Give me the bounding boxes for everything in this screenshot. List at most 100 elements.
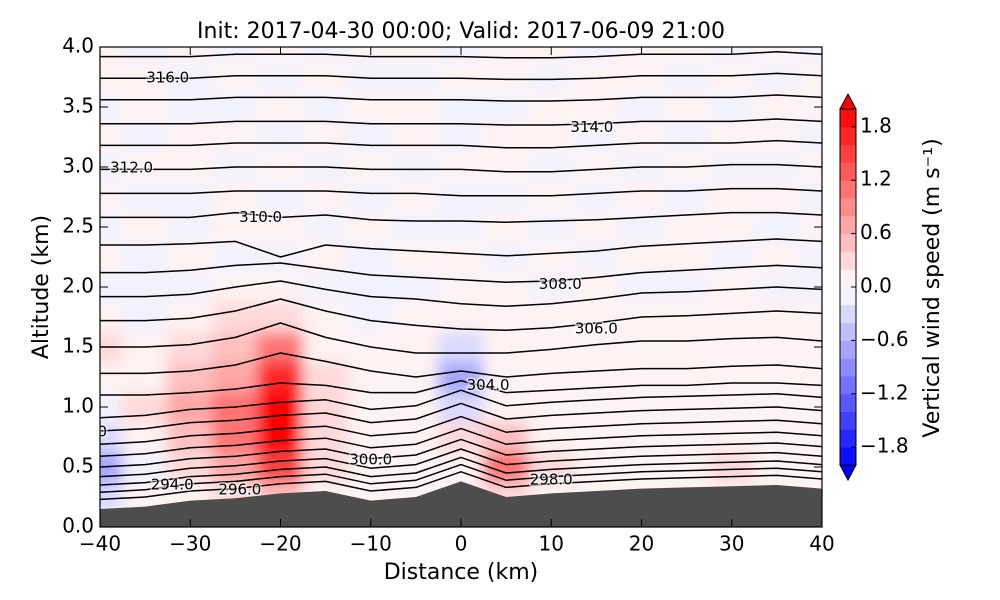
w-cell bbox=[122, 271, 169, 303]
w-cell bbox=[573, 301, 620, 333]
w-cell bbox=[122, 47, 169, 63]
w-cell bbox=[347, 211, 394, 243]
w-cell bbox=[437, 181, 485, 213]
w-cell bbox=[392, 301, 439, 333]
contour-line bbox=[100, 389, 822, 419]
w-cell bbox=[392, 91, 439, 123]
w-cell bbox=[708, 331, 755, 363]
w-cell bbox=[663, 331, 710, 363]
w-cell bbox=[753, 91, 800, 123]
w-cell bbox=[618, 391, 665, 423]
w-cell bbox=[753, 151, 800, 183]
w-cell bbox=[122, 121, 169, 153]
contour-line bbox=[100, 463, 822, 493]
w-cell bbox=[302, 181, 349, 213]
y-axis-label: Altitude (km) bbox=[29, 215, 54, 359]
w-cell bbox=[483, 91, 530, 123]
colorbar-band bbox=[840, 358, 856, 377]
x-tick-label: −30 bbox=[169, 532, 211, 556]
w-cell bbox=[257, 181, 304, 213]
colorbar-tick-label: −1.2 bbox=[860, 380, 909, 404]
contour-line bbox=[100, 402, 822, 432]
w-cell bbox=[302, 121, 349, 153]
w-cell bbox=[528, 361, 575, 393]
w-cell bbox=[618, 181, 665, 213]
w-cell bbox=[100, 47, 124, 63]
w-cell bbox=[347, 361, 394, 393]
w-cell bbox=[708, 211, 755, 243]
w-cell bbox=[753, 331, 800, 363]
w-cell bbox=[122, 91, 169, 123]
colorbar-tick-label: 0.0 bbox=[860, 274, 892, 298]
w-cell bbox=[122, 301, 169, 333]
contour-label: 296.0 bbox=[218, 480, 261, 498]
contour-line bbox=[100, 187, 822, 197]
contour-line bbox=[100, 427, 822, 457]
w-cell bbox=[167, 151, 214, 183]
w-cell bbox=[573, 47, 620, 63]
w-cell bbox=[753, 121, 800, 153]
w-cell bbox=[100, 241, 124, 273]
colorbar-tick-label: 0.6 bbox=[860, 220, 892, 244]
w-cell bbox=[798, 241, 822, 273]
w-cell bbox=[528, 61, 575, 93]
w-cell bbox=[573, 211, 620, 243]
contour-line bbox=[100, 322, 822, 354]
contours bbox=[100, 51, 822, 501]
colorbar-tick-label: −0.6 bbox=[860, 327, 909, 351]
x-tick-label: −40 bbox=[79, 532, 121, 556]
colorbar-band bbox=[840, 322, 856, 341]
w-cell bbox=[100, 481, 124, 513]
x-tick-label: 30 bbox=[719, 532, 744, 556]
w-cell bbox=[122, 151, 169, 183]
contour-line bbox=[100, 298, 822, 331]
w-cell bbox=[257, 361, 304, 393]
contour-line bbox=[100, 72, 822, 81]
w-cell bbox=[100, 301, 124, 333]
w-cell bbox=[122, 211, 169, 243]
w-cell bbox=[212, 331, 259, 363]
y-tick-label: 2.0 bbox=[62, 274, 94, 298]
w-cell bbox=[392, 47, 439, 63]
y-tick-label: 3.5 bbox=[62, 94, 94, 118]
contour-label: 314.0 bbox=[570, 118, 613, 136]
colorbar-band bbox=[840, 447, 856, 466]
w-cell bbox=[437, 121, 485, 153]
w-cell bbox=[663, 121, 710, 153]
colorbar-tick-label: 1.2 bbox=[860, 167, 892, 191]
w-cell bbox=[122, 61, 169, 93]
colorbar-band bbox=[840, 144, 856, 163]
contour-line bbox=[100, 51, 822, 59]
w-cell bbox=[122, 361, 169, 393]
w-cell bbox=[167, 241, 214, 273]
colorbar-tick-label: 1.8 bbox=[860, 113, 892, 137]
shading-clip bbox=[100, 47, 822, 513]
w-cell bbox=[753, 451, 800, 483]
w-cell bbox=[528, 181, 575, 213]
contour-line bbox=[100, 415, 822, 445]
w-cell bbox=[100, 151, 124, 183]
w-cell bbox=[437, 421, 485, 453]
colorbar-band bbox=[840, 411, 856, 430]
w-cell bbox=[437, 91, 485, 123]
contour-line bbox=[100, 163, 822, 173]
y-tick-label: 1.5 bbox=[62, 334, 94, 358]
w-cell bbox=[708, 151, 755, 183]
w-cell bbox=[798, 61, 822, 93]
contour-line bbox=[100, 352, 822, 378]
contour-line bbox=[100, 118, 822, 126]
w-cell bbox=[257, 421, 304, 453]
w-cell bbox=[212, 91, 259, 123]
colorbar-extend-top bbox=[839, 92, 857, 110]
w-cell bbox=[708, 421, 755, 453]
y-tick-label: 2.5 bbox=[62, 214, 94, 238]
w-cell bbox=[573, 331, 620, 363]
w-cell bbox=[708, 61, 755, 93]
w-cell bbox=[753, 211, 800, 243]
w-cell bbox=[100, 271, 124, 303]
w-cell bbox=[753, 421, 800, 453]
contour-line bbox=[100, 238, 822, 258]
w-cell bbox=[528, 211, 575, 243]
w-cell bbox=[167, 361, 214, 393]
w-cell bbox=[437, 151, 485, 183]
